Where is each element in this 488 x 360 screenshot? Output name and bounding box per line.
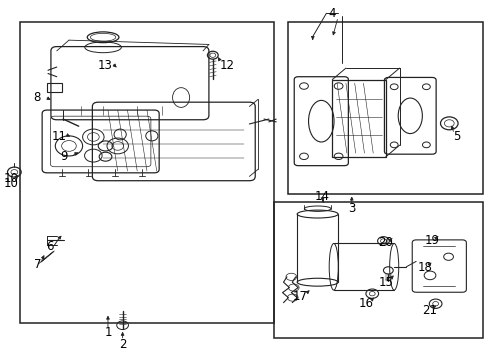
- Text: 13: 13: [98, 59, 113, 72]
- Text: 17: 17: [292, 290, 307, 303]
- Text: 9: 9: [60, 150, 68, 163]
- Text: 15: 15: [378, 276, 392, 289]
- Text: 19: 19: [424, 234, 439, 247]
- Text: 21: 21: [422, 305, 436, 318]
- Text: 12: 12: [220, 59, 234, 72]
- Text: 2: 2: [119, 338, 126, 351]
- Text: 10: 10: [4, 172, 19, 185]
- Text: 10: 10: [4, 177, 19, 190]
- Text: 14: 14: [314, 190, 329, 203]
- Text: 18: 18: [417, 261, 431, 274]
- Text: 16: 16: [358, 297, 373, 310]
- Text: 20: 20: [378, 236, 392, 249]
- Text: 11: 11: [52, 130, 66, 144]
- Text: 3: 3: [347, 202, 355, 215]
- Text: 6: 6: [45, 240, 53, 253]
- Text: 1: 1: [104, 326, 111, 339]
- Text: 8: 8: [34, 91, 41, 104]
- Text: 5: 5: [452, 130, 459, 144]
- Text: 4: 4: [328, 7, 335, 20]
- Text: 7: 7: [34, 258, 41, 271]
